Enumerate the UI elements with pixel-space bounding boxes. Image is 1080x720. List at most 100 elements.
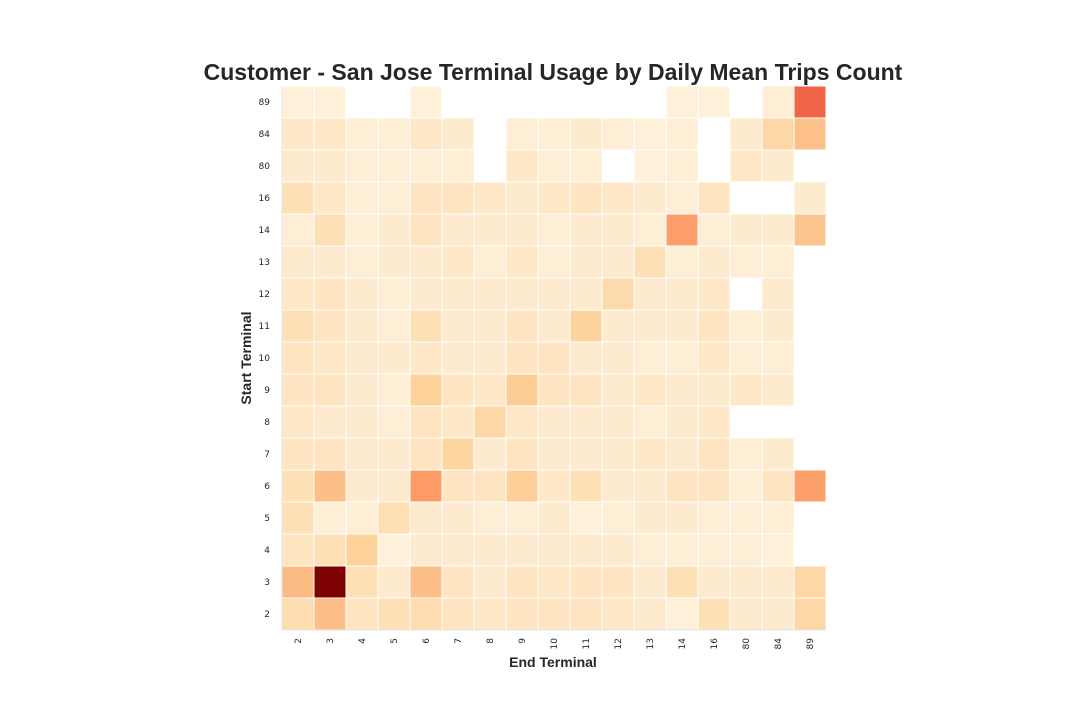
heatmap-cell <box>281 501 315 535</box>
heatmap-cell <box>633 469 667 503</box>
heatmap-cell <box>537 277 571 311</box>
heatmap-cell <box>569 565 603 599</box>
heatmap-cell <box>505 405 539 439</box>
heatmap-cell <box>505 501 539 535</box>
heatmap-cell <box>345 181 379 215</box>
heatmap-cell <box>441 565 475 599</box>
heatmap-cell <box>761 469 795 503</box>
heatmap-cell <box>345 533 379 567</box>
heatmap-cell <box>377 277 411 311</box>
y-tick-label: 11 <box>259 322 270 332</box>
heatmap-cell <box>281 117 315 151</box>
heatmap-cell <box>409 213 443 247</box>
heatmap-cell <box>665 341 699 375</box>
heatmap-cell <box>409 309 443 343</box>
heatmap-cell <box>633 565 667 599</box>
heatmap-cell <box>377 469 411 503</box>
heatmap-cell <box>441 181 475 215</box>
x-tick-label: 4 <box>358 638 368 644</box>
heatmap-cell <box>761 341 795 375</box>
heatmap-cell <box>281 85 315 119</box>
heatmap-cell <box>505 533 539 567</box>
heatmap-cell <box>569 181 603 215</box>
heatmap-cell <box>441 117 475 151</box>
heatmap-cell <box>601 597 635 631</box>
heatmap-cell <box>409 533 443 567</box>
heatmap-cell <box>537 309 571 343</box>
heatmap-cell <box>729 565 763 599</box>
heatmap-cell <box>537 213 571 247</box>
heatmap-cell <box>601 341 635 375</box>
heatmap-cell <box>473 245 507 279</box>
x-tick-label: 80 <box>742 638 752 650</box>
heatmap-cell <box>313 565 347 599</box>
heatmap-cell <box>377 149 411 183</box>
heatmap-cell <box>761 533 795 567</box>
heatmap-cell <box>441 149 475 183</box>
heatmap-cell <box>793 213 827 247</box>
heatmap-cell <box>665 245 699 279</box>
heatmap-cell <box>569 405 603 439</box>
heatmap-cell <box>601 405 635 439</box>
heatmap-cell <box>409 149 443 183</box>
y-tick-label: 8 <box>264 418 270 428</box>
heatmap-cell <box>409 341 443 375</box>
heatmap-cell <box>697 309 731 343</box>
heatmap-cell <box>665 405 699 439</box>
heatmap-cell <box>505 245 539 279</box>
heatmap-cell <box>473 597 507 631</box>
heatmap-cell <box>313 341 347 375</box>
heatmap-cell <box>729 373 763 407</box>
heatmap-cell <box>537 597 571 631</box>
heatmap-cell <box>569 309 603 343</box>
heatmap-cell <box>345 373 379 407</box>
heatmap-cell <box>601 309 635 343</box>
heatmap-cell <box>281 309 315 343</box>
heatmap-cell <box>633 213 667 247</box>
heatmap-cell <box>729 533 763 567</box>
heatmap-cell <box>505 309 539 343</box>
heatmap-cells <box>281 85 827 631</box>
heatmap-cell <box>761 437 795 471</box>
heatmap-cell <box>633 405 667 439</box>
heatmap-cell <box>697 533 731 567</box>
heatmap-cell <box>313 469 347 503</box>
heatmap-cell <box>441 245 475 279</box>
heatmap-cell <box>633 373 667 407</box>
heatmap-cell <box>633 597 667 631</box>
heatmap-cell <box>729 245 763 279</box>
heatmap-cell <box>377 117 411 151</box>
heatmap-cell <box>281 181 315 215</box>
heatmap-cell <box>729 341 763 375</box>
heatmap-cell <box>313 277 347 311</box>
heatmap-cell <box>665 277 699 311</box>
heatmap-cell <box>313 501 347 535</box>
heatmap-cell <box>313 213 347 247</box>
heatmap-cell <box>633 437 667 471</box>
heatmap-cell <box>729 437 763 471</box>
heatmap-cell <box>473 437 507 471</box>
heatmap-cell <box>697 469 731 503</box>
heatmap-cell <box>537 533 571 567</box>
heatmap-cell <box>345 565 379 599</box>
heatmap-cell <box>441 597 475 631</box>
heatmap-cell <box>697 85 731 119</box>
heatmap-cell <box>345 437 379 471</box>
y-tick-label: 3 <box>264 578 270 588</box>
heatmap-cell <box>505 213 539 247</box>
x-tick-label: 12 <box>614 638 624 649</box>
heatmap-cell <box>313 85 347 119</box>
y-tick-label: 2 <box>264 610 270 620</box>
heatmap-cell <box>569 437 603 471</box>
heatmap-cell <box>377 213 411 247</box>
heatmap-cell <box>409 501 443 535</box>
heatmap-cell <box>697 597 731 631</box>
heatmap-cell <box>281 565 315 599</box>
heatmap-cell <box>377 533 411 567</box>
heatmap-cell <box>633 309 667 343</box>
heatmap-cell <box>281 405 315 439</box>
heatmap-cell <box>505 597 539 631</box>
heatmap-cell <box>441 533 475 567</box>
heatmap-cell <box>569 501 603 535</box>
